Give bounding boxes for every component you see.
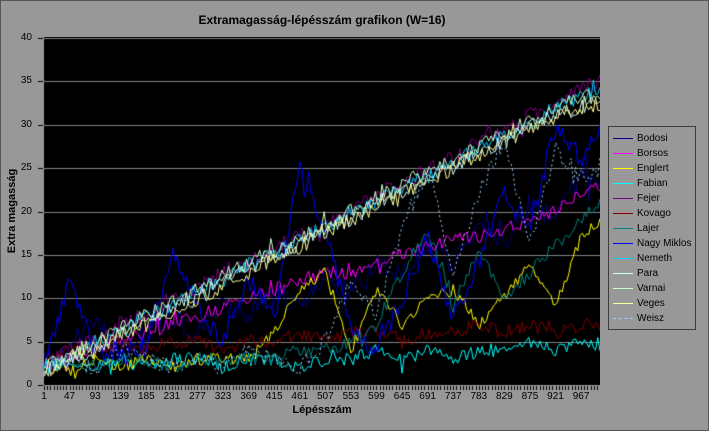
legend-item[interactable]: Lajer [609, 221, 695, 236]
legend-label: Weisz [637, 313, 665, 324]
legend-box[interactable]: Bodosi Borsos Englert Fabian Fejer Kovago Laje… [608, 126, 696, 330]
x-tick-label: 461 [291, 391, 309, 402]
legend-label: Kovago [637, 208, 671, 219]
legend-line-sample [613, 273, 633, 274]
y-tick-label: 30 [20, 118, 32, 130]
legend-label: Borsos [637, 148, 669, 159]
x-tick-label: 507 [316, 391, 334, 402]
y-tick-label: 20 [20, 205, 32, 217]
legend-line-sample [613, 318, 633, 319]
legend-line-sample [613, 138, 633, 139]
legend-label: Nemeth [637, 253, 673, 264]
legend-line-sample [613, 168, 633, 169]
y-tick-label: 0 [26, 379, 32, 390]
legend-label: Fejer [637, 193, 660, 204]
legend-line-sample [613, 228, 633, 229]
legend-label: Nagy Miklos [637, 238, 692, 249]
y-axis-title: Extra magasság [6, 168, 18, 254]
x-tick-label: 323 [214, 391, 232, 402]
x-tick-label: 691 [419, 391, 436, 402]
legend-line-sample [613, 213, 633, 214]
legend-label: Englert [637, 163, 669, 174]
x-tick-label: 599 [368, 391, 385, 402]
legend-item[interactable]: Nemeth [609, 251, 695, 266]
legend-item[interactable]: Bodosi [609, 131, 695, 146]
legend-item[interactable]: Englert [609, 161, 695, 176]
x-tick-label: 737 [444, 391, 462, 402]
legend-item[interactable]: Fejer [609, 191, 695, 206]
x-tick-label: 139 [112, 391, 130, 402]
legend-item[interactable]: Varnai [609, 281, 695, 296]
legend-label: Varnai [637, 283, 666, 294]
x-tick-label: 875 [521, 391, 539, 402]
chart-title: Extramagasság-lépésszám grafikon (W=16) [198, 13, 446, 27]
legend-item[interactable]: Borsos [609, 146, 695, 161]
legend-item[interactable]: Veges [609, 296, 695, 311]
legend-line-sample [613, 258, 633, 259]
x-tick-label: 967 [572, 391, 590, 402]
x-tick-label: 415 [265, 391, 283, 402]
legend-label: Lajer [637, 223, 660, 234]
legend-line-sample [613, 183, 633, 184]
x-tick-label: 645 [393, 391, 411, 402]
legend-item[interactable]: Weisz [609, 311, 695, 326]
legend-item[interactable]: Kovago [609, 206, 695, 221]
legend-line-sample [613, 243, 633, 244]
y-tick-label: 25 [20, 162, 32, 174]
legend-line-sample [613, 288, 633, 289]
legend-item[interactable]: Nagy Miklos [609, 236, 695, 251]
x-tick-label: 829 [496, 391, 513, 402]
x-tick-label: 47 [64, 391, 76, 402]
x-tick-label: 921 [547, 391, 564, 402]
x-axis-title: Lépésszám [292, 404, 352, 416]
legend-label: Para [637, 268, 659, 279]
legend-line-sample [613, 153, 633, 154]
y-tick-label: 35 [20, 75, 32, 87]
x-tick-label: 277 [189, 391, 206, 402]
y-tick-label: 5 [26, 335, 32, 347]
x-tick-label: 231 [163, 391, 181, 402]
y-tick-label: 15 [20, 248, 32, 260]
plot-area[interactable] [37, 37, 600, 392]
legend-label: Fabian [637, 178, 668, 189]
x-tick-label: 1 [41, 391, 47, 402]
legend-item[interactable]: Fabian [609, 176, 695, 191]
legend-item[interactable]: Para [609, 266, 695, 281]
legend-label: Bodosi [637, 133, 668, 144]
y-tick-label: 10 [20, 292, 32, 304]
x-tick-label: 369 [240, 391, 257, 402]
x-tick-label: 185 [137, 391, 155, 402]
x-tick-label: 553 [342, 391, 360, 402]
y-tick-label: 40 [20, 32, 32, 43]
legend-line-sample [613, 303, 633, 304]
legend-label: Veges [637, 298, 665, 309]
x-tick-label: 93 [89, 391, 101, 402]
legend-line-sample [613, 198, 633, 199]
x-tick-label: 783 [470, 391, 488, 402]
